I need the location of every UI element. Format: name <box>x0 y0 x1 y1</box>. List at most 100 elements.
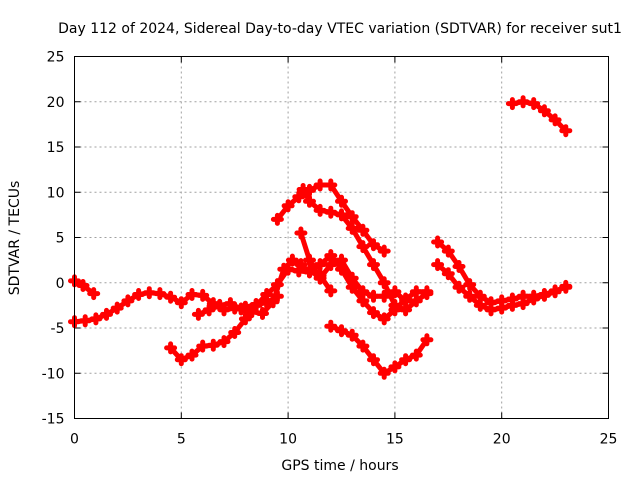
data-point-marker <box>324 205 338 219</box>
data-point-marker <box>345 328 359 342</box>
data-point-marker <box>185 348 199 362</box>
x-tick-label: 10 <box>279 432 297 448</box>
data-point-marker <box>399 303 413 317</box>
data-point-marker <box>335 194 348 208</box>
data-point-marker <box>399 353 413 367</box>
data-point-marker <box>377 312 391 326</box>
data-point-marker <box>505 298 519 312</box>
data-point-marker <box>335 208 348 222</box>
data-point-marker <box>367 258 380 272</box>
y-tick-labels: -15 -10 -5 0 5 10 15 20 25 <box>42 50 65 428</box>
data-point-marker <box>76 279 90 292</box>
data-point-marker <box>537 104 551 118</box>
data-point-marker <box>313 258 327 272</box>
data-point-marker <box>345 210 359 224</box>
data-point-marker <box>495 301 509 315</box>
data-point-marker <box>335 324 348 338</box>
y-tick-label: -15 <box>42 412 65 428</box>
data-point-marker <box>548 285 562 299</box>
data-point-marker <box>110 301 124 315</box>
data-point-marker <box>345 271 359 285</box>
data-series <box>68 95 573 380</box>
data-point-marker <box>260 288 274 301</box>
data-point-marker <box>256 307 269 320</box>
data-point-marker <box>527 97 541 111</box>
data-point-marker <box>245 305 259 319</box>
data-point-marker <box>441 244 455 258</box>
data-point-marker <box>294 258 308 272</box>
data-point-marker <box>292 190 306 204</box>
data-point-marker <box>294 226 308 240</box>
y-tick-label: -10 <box>42 366 65 382</box>
data-point-marker <box>527 292 541 306</box>
x-tick-label: 15 <box>386 432 404 448</box>
data-point-marker <box>356 240 370 254</box>
chart-title: Day 112 of 2024, Sidereal Day-to-day VTE… <box>58 21 622 37</box>
data-point-marker <box>505 97 519 111</box>
data-point-marker <box>377 289 391 303</box>
data-point-marker <box>324 284 338 298</box>
data-point-marker <box>313 203 327 217</box>
series-arc5 <box>294 226 413 308</box>
data-point-marker <box>87 287 101 301</box>
data-point-marker <box>313 178 327 192</box>
series-arc7 <box>296 183 434 317</box>
data-point-marker <box>377 276 391 290</box>
data-point-marker <box>367 353 380 367</box>
data-point-marker <box>377 244 391 258</box>
data-point-marker <box>217 335 231 349</box>
series-arc6 <box>270 178 391 258</box>
data-point-marker <box>367 289 380 303</box>
data-point-marker <box>303 253 316 267</box>
data-point-marker <box>356 223 370 237</box>
data-point-marker <box>303 194 316 208</box>
data-point-marker <box>335 253 348 267</box>
data-point-marker <box>100 307 113 321</box>
data-point-marker <box>121 294 135 308</box>
data-point-marker <box>463 278 477 292</box>
y-tick-label: 15 <box>47 140 65 156</box>
data-point-marker <box>420 287 434 301</box>
data-point-marker <box>191 307 205 321</box>
data-point-marker <box>206 338 220 352</box>
data-point-marker <box>285 253 299 267</box>
data-point-marker <box>228 326 242 339</box>
data-point-marker <box>324 258 338 272</box>
x-tick-label: 25 <box>600 432 618 448</box>
data-point-marker <box>367 238 380 252</box>
data-point-marker <box>132 288 146 301</box>
data-point-marker <box>473 298 487 312</box>
series-arc10 <box>431 258 573 317</box>
data-point-marker <box>196 339 210 353</box>
data-point-marker <box>202 303 216 317</box>
data-point-marker <box>537 288 551 302</box>
data-point-marker <box>164 341 178 355</box>
data-point-marker <box>234 302 248 316</box>
grid <box>74 56 609 419</box>
data-point-marker <box>409 348 423 362</box>
series-arc11 <box>505 95 573 138</box>
data-point-marker <box>388 360 402 374</box>
data-point-marker <box>223 297 237 311</box>
series-line-arc11 <box>509 99 569 134</box>
x-axis-label: GPS time / hours <box>281 458 398 474</box>
plot-frame <box>74 56 609 419</box>
data-point-marker <box>516 297 530 311</box>
data-point-marker <box>249 298 263 312</box>
x-tick-label: 5 <box>177 432 186 448</box>
data-point-marker <box>153 287 167 301</box>
data-point-marker <box>174 353 188 367</box>
data-point-marker <box>559 279 573 293</box>
y-tick-label: 5 <box>56 231 65 247</box>
data-point-marker <box>452 260 466 273</box>
data-point-marker <box>431 258 445 272</box>
data-point-marker <box>277 262 291 276</box>
data-point-marker <box>266 295 280 309</box>
data-point-marker <box>356 339 370 353</box>
data-point-marker <box>303 265 316 279</box>
data-point-marker <box>431 235 445 249</box>
data-point-marker <box>185 288 199 301</box>
data-point-marker <box>356 285 370 299</box>
data-point-marker <box>313 271 327 285</box>
